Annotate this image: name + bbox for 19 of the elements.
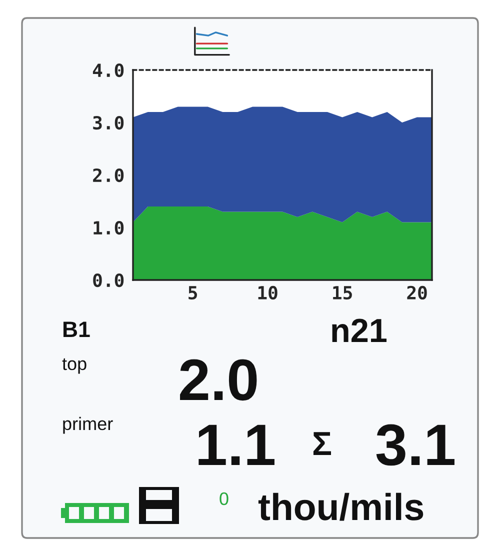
text: n21 [332,318,387,342]
text: 2.0 [180,359,257,401]
y-tick-label: 1.0 [94,220,124,235]
text: B1 [63,322,90,337]
y-tick-label: 0.0 [93,273,124,288]
text: 1.1 [198,424,274,465]
y-tick-label: 3.0 [93,116,124,130]
x-tick-label: 10 [258,286,278,300]
x-tick-label: 20 [407,286,427,300]
y-tick-label: 4.0 [92,63,124,78]
x-tick-label: 5 [188,286,198,300]
x-tick-label: 15 [333,286,352,300]
text: Σ [313,432,331,455]
text: 0 [220,492,228,506]
text: primer [63,416,113,434]
text: thou/mils [258,492,424,521]
text: top [62,358,86,374]
y-tick-label: 2.0 [93,168,124,182]
text: 3.1 [376,424,454,466]
